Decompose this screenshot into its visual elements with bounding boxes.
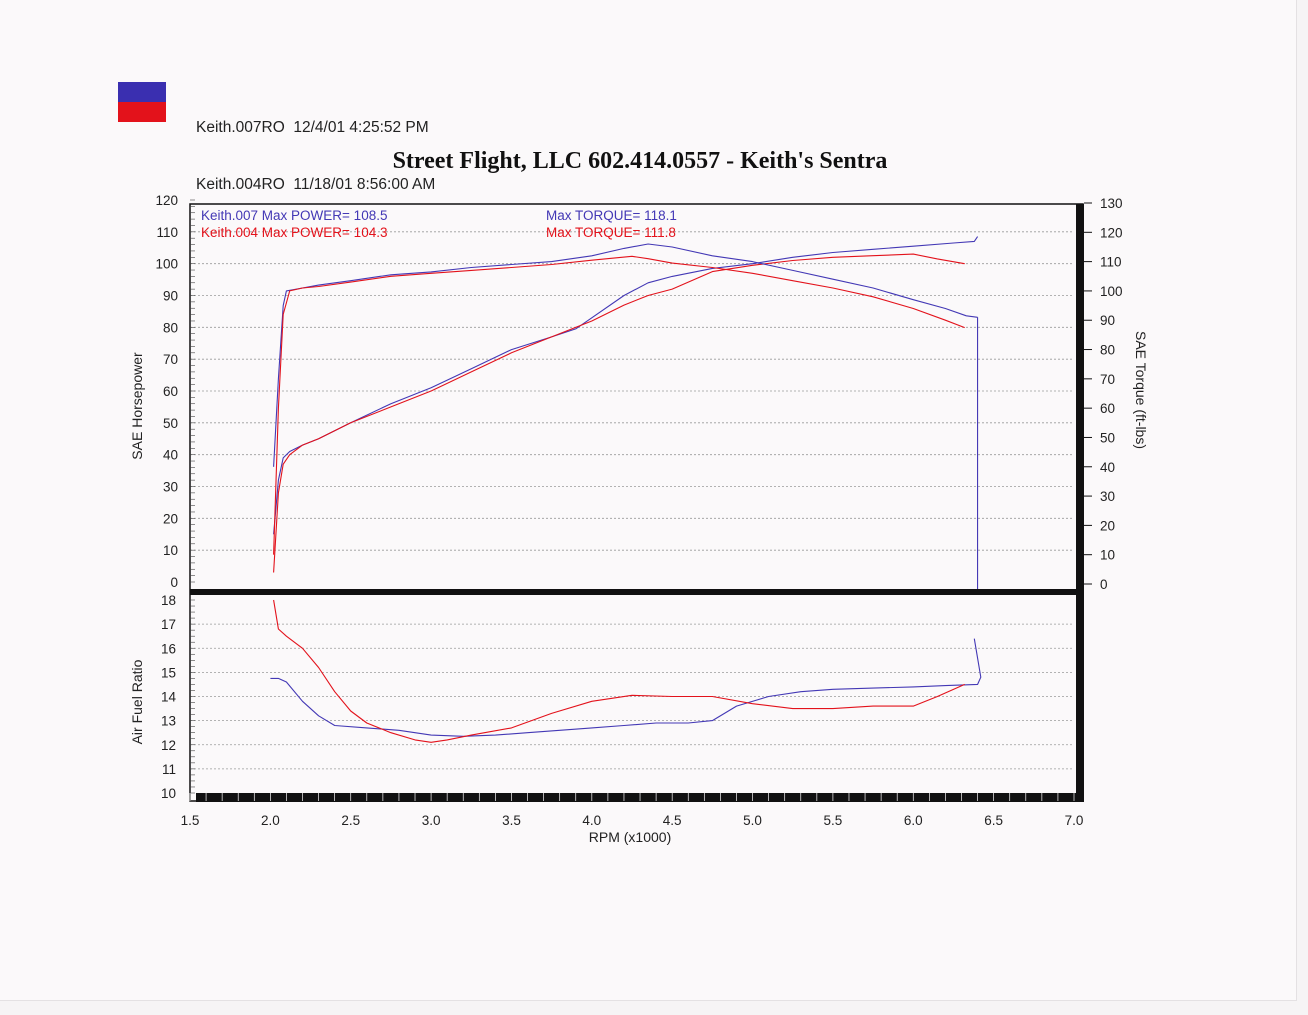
legend-run1-date: 12/4/01 (293, 119, 346, 136)
tick-label-afr: 17 (161, 617, 176, 632)
tick-label-afr: 12 (161, 738, 176, 753)
plot-frame (189, 203, 1084, 802)
x-axis-label: RPM (x1000) (589, 829, 671, 845)
tick-label-torque: 80 (1100, 343, 1115, 358)
tick-label-afr: 15 (161, 665, 176, 680)
tick-label-rpm: 3.0 (422, 813, 441, 828)
chart-title: Street Flight, LLC 602.414.0557 - Keith'… (392, 148, 888, 174)
tick-label-rpm: 7.0 (1065, 813, 1084, 828)
y-axis-label-afr: Air Fuel Ratio (129, 659, 145, 744)
legend-run2-time: 8:56:00 AM (356, 176, 436, 193)
tick-label-afr: 16 (161, 641, 176, 656)
legend-run1-file: Keith.007RO (196, 119, 285, 136)
tick-label-hp: 90 (163, 289, 178, 304)
y-axis-label-left: SAE Horsepower (129, 352, 145, 460)
tick-layer: 0 10 20 30 40 50 60 70 80 90 100 110 120 0 10 20 30 40 50 6… (155, 193, 1122, 828)
tick-label-torque: 10 (1100, 548, 1115, 563)
tick-label-hp: 10 (163, 543, 178, 558)
tick-label-torque: 70 (1100, 372, 1115, 387)
legend-entry-run2: Keith.004RO 11/18/01 8:56:00 AM (196, 175, 435, 194)
legend-color-swatch (118, 82, 166, 122)
tick-label-hp: 30 (163, 480, 178, 495)
series-torque-keith-004 (273, 255, 965, 555)
tick-label-torque: 120 (1100, 225, 1123, 240)
tick-label-torque: 60 (1100, 401, 1115, 416)
legend-run2-file: Keith.004RO (196, 176, 285, 193)
y-axis-label-right: SAE Torque (ft-lbs) (1133, 331, 1149, 449)
series-afr-keith-004 (273, 599, 965, 743)
tick-label-torque: 100 (1100, 284, 1123, 299)
grid-layer (190, 231, 1074, 770)
tick-label-afr: 13 (161, 714, 176, 729)
series-layer (270, 236, 982, 743)
tick-label-afr: 18 (161, 593, 176, 608)
legend-swatch-run2 (118, 102, 166, 122)
tick-label-rpm: 3.5 (502, 813, 521, 828)
annotation-layer: Keith.007 Max POWER= 108.5 Keith.004 Max… (129, 208, 1149, 845)
tick-label-hp: 80 (163, 320, 178, 335)
tick-label-afr: 11 (162, 762, 176, 777)
legend-swatch-run1 (118, 82, 166, 102)
tick-label-rpm: 6.0 (904, 813, 923, 828)
series-power-keith-004 (273, 253, 965, 573)
annotation-run2-power: Keith.004 Max POWER= 104.3 (201, 225, 387, 240)
tick-label-torque: 50 (1100, 430, 1115, 445)
tick-label-rpm: 2.0 (261, 813, 280, 828)
tick-label-rpm: 4.5 (663, 813, 682, 828)
tick-label-torque: 0 (1100, 577, 1108, 592)
tick-label-torque: 20 (1100, 518, 1115, 533)
tick-label-hp: 110 (156, 225, 178, 240)
annotation-run1-torque: Max TORQUE= 118.1 (546, 208, 677, 223)
tick-label-torque: 40 (1100, 460, 1115, 475)
series-afr-keith-007 (270, 638, 982, 737)
right-frame-shadow (1076, 204, 1084, 799)
tick-label-rpm: 2.5 (341, 813, 360, 828)
tick-label-hp: 0 (170, 575, 178, 590)
tick-label-torque: 110 (1100, 255, 1122, 270)
annotation-run2-torque: Max TORQUE= 111.8 (546, 225, 676, 240)
series-power-keith-007 (273, 236, 979, 535)
legend-text: Keith.007RO 12/4/01 4:25:52 PM Keith.004… (196, 80, 435, 213)
tick-label-rpm: 4.0 (582, 813, 601, 828)
tick-label-afr: 14 (161, 690, 177, 705)
tick-label-afr: 10 (161, 786, 176, 801)
tick-label-torque: 90 (1100, 313, 1115, 328)
legend-entry-run1: Keith.007RO 12/4/01 4:25:52 PM (196, 118, 435, 137)
tick-label-rpm: 6.5 (984, 813, 1003, 828)
tick-label-torque: 30 (1100, 489, 1115, 504)
tick-label-hp: 50 (163, 416, 178, 431)
legend-run2-date: 11/18/01 (293, 176, 353, 193)
tick-label-rpm: 5.0 (743, 813, 762, 828)
tick-label-hp: 120 (155, 193, 178, 208)
tick-label-torque: 130 (1100, 196, 1123, 211)
frame-layer (189, 203, 1084, 802)
tick-label-hp: 70 (163, 352, 178, 367)
annotation-run1-power: Keith.007 Max POWER= 108.5 (201, 208, 387, 223)
tick-label-rpm: 5.5 (824, 813, 843, 828)
series-torque-keith-007 (273, 243, 978, 467)
panel-divider (190, 589, 1083, 595)
tick-label-hp: 60 (163, 384, 178, 399)
legend-run1-time: 4:25:52 PM (349, 119, 429, 136)
tick-label-hp: 20 (163, 511, 178, 526)
tick-label-rpm: 1.5 (181, 813, 200, 828)
tick-label-hp: 100 (155, 257, 178, 272)
tick-label-hp: 40 (163, 448, 178, 463)
